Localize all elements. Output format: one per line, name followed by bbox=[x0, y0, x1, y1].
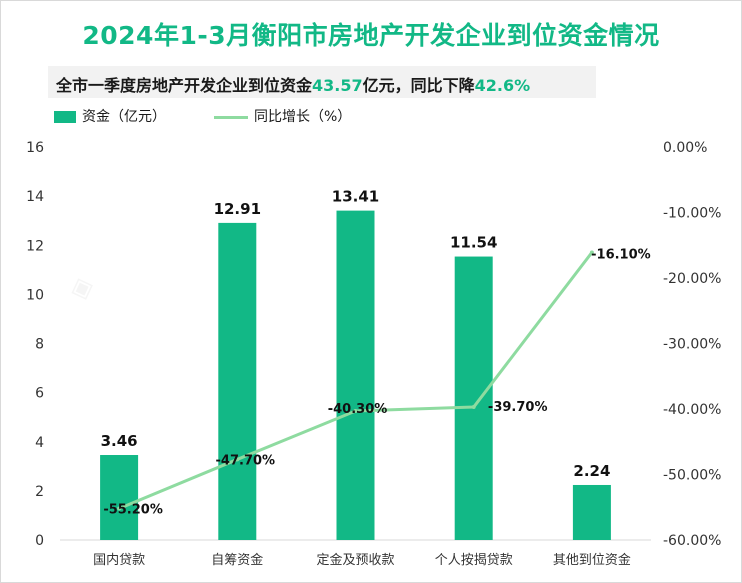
subtitle-prefix: 全市一季度房地产开发企业到位资金 bbox=[56, 76, 313, 95]
left-axis-tick-label: 12 bbox=[26, 238, 44, 254]
line-value-label: -40.30% bbox=[328, 402, 388, 417]
category-label: 定金及预收款 bbox=[316, 552, 394, 568]
bar-value-label: 13.41 bbox=[332, 188, 379, 206]
right-axis-tick-label: -40.00% bbox=[663, 402, 721, 418]
left-axis-tick-label: 0 bbox=[35, 533, 44, 549]
right-axis-tick-label: -10.00% bbox=[663, 206, 721, 222]
chart-title: 2024年1-3月衡阳市房地产开发企业到位资金情况 bbox=[82, 21, 660, 50]
left-axis-tick-label: 2 bbox=[35, 484, 44, 500]
growth-point bbox=[353, 408, 358, 413]
growth-point bbox=[235, 457, 240, 462]
legend-bar-swatch bbox=[54, 111, 76, 123]
subtitle-pct: 42.6% bbox=[474, 76, 531, 95]
bar-value-label: 2.24 bbox=[573, 462, 610, 480]
right-axis-tick-label: -20.00% bbox=[663, 271, 721, 287]
growth-point bbox=[471, 405, 476, 410]
left-axis-tick-label: 8 bbox=[35, 337, 44, 353]
right-axis-tick-label: -30.00% bbox=[663, 337, 721, 353]
line-value-label: -55.20% bbox=[103, 503, 163, 518]
category-label: 其他到位资金 bbox=[553, 552, 631, 568]
legend-item-bar: 资金（亿元） bbox=[54, 106, 166, 126]
right-axis-tick-label: -50.00% bbox=[663, 468, 721, 484]
bar-value-label: 11.54 bbox=[450, 234, 497, 252]
growth-point bbox=[117, 506, 122, 511]
legend-line-swatch bbox=[214, 115, 248, 119]
left-axis-tick-label: 14 bbox=[26, 189, 44, 205]
bar bbox=[454, 256, 493, 540]
subtitle-middle: 亿元，同比下降 bbox=[362, 76, 475, 95]
left-axis-tick-label: 10 bbox=[26, 287, 44, 303]
category-label: 个人按揭贷款 bbox=[435, 553, 513, 568]
subtitle-amount: 43.57 bbox=[312, 76, 363, 95]
chart-subtitle: 全市一季度房地产开发企业到位资金43.57亿元，同比下降42.6% bbox=[56, 72, 530, 96]
bar-value-label: 12.91 bbox=[214, 200, 261, 218]
growth-point bbox=[589, 250, 594, 255]
line-value-label: -39.70% bbox=[488, 400, 548, 415]
line-value-label: -47.70% bbox=[216, 453, 276, 468]
bar bbox=[218, 222, 257, 540]
left-axis-tick-label: 6 bbox=[35, 386, 44, 402]
bar bbox=[100, 455, 139, 540]
legend-item-line: 同比增长（%） bbox=[214, 106, 351, 126]
legend-line-label: 同比增长（%） bbox=[254, 109, 352, 125]
bar bbox=[572, 484, 611, 540]
subtitle-box bbox=[48, 66, 596, 98]
right-axis-tick-label: -60.00% bbox=[663, 533, 721, 549]
left-axis-tick-label: 4 bbox=[35, 435, 44, 451]
line-value-label: -16.10% bbox=[591, 247, 651, 262]
bar-value-label: 3.46 bbox=[101, 432, 138, 450]
legend-bar-label: 资金（亿元） bbox=[82, 109, 166, 125]
bar bbox=[336, 210, 375, 540]
right-axis-tick-label: 0.00% bbox=[663, 140, 707, 156]
category-label: 自筹资金 bbox=[211, 552, 263, 568]
category-label: 国内贷款 bbox=[93, 552, 145, 568]
left-axis-tick-label: 16 bbox=[26, 140, 44, 156]
